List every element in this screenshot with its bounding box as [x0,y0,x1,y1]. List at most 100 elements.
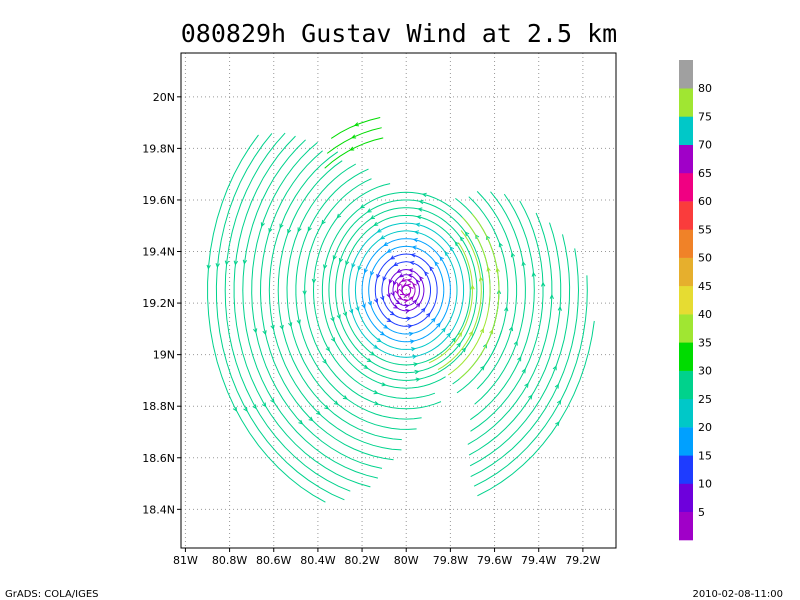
streamline [469,234,571,467]
x-tick-label: 79.6W [477,554,512,567]
streamline-arrow [459,236,465,242]
streamline-arrow [316,410,321,416]
streamline-arrow [451,337,457,343]
colorbar-label: 5 [698,506,705,519]
streamline [295,168,422,420]
colorbar-label: 55 [698,223,712,236]
streamline-arrow [376,273,381,279]
streamline [233,135,371,488]
streamline-arrow [388,279,393,285]
colorbar-box [679,201,693,230]
streamline [381,261,431,319]
streamline-arrow [380,295,385,301]
chart-title: 080829h Gustav Wind at 2.5 km [181,19,618,48]
colorbar-label: 60 [698,195,712,208]
colorbar-box [679,427,693,456]
x-tick-label: 81W [173,554,198,567]
streamline [312,183,436,399]
colorbar: 5 10 15 20 25 30 35 40 45 50 55 60 65 70 75 80 [679,60,712,541]
streamline [392,274,420,307]
streamline-arrow [369,215,375,220]
streamline-arrow [397,282,402,288]
streamline-arrow [478,276,484,282]
streamline-arrow [373,344,379,349]
colorbar-label: 10 [698,478,712,491]
streamline-arrow [554,383,559,389]
streamline-arrow [416,215,422,220]
streamline-arrow [321,219,326,225]
streamline-arrow [243,406,248,412]
streamline-arrow [311,278,317,284]
streamline-arrow [504,306,509,312]
streamline-arrow [415,222,421,227]
streamline [473,275,588,487]
streamline-arrow [417,207,423,212]
streamline-arrow [260,222,265,228]
streamline-arrow [524,382,529,388]
streamline [470,200,544,432]
streamline-arrow [508,326,514,332]
streamline-arrow [336,213,342,219]
streamline [368,245,445,335]
y-tick-label: 20N [153,91,175,104]
streamline [388,269,425,312]
colorbar-box [679,116,693,145]
plot-frame [180,52,617,549]
streamline-arrow [392,280,397,286]
footer-right: 2010-02-08-11:00 [692,589,783,600]
streamline-arrow [402,282,409,287]
streamline [396,279,416,301]
streamline-arrow [557,305,562,311]
streamline-arrow [349,146,355,151]
streamline-arrow [270,324,275,331]
colorbar-box [679,370,693,400]
y-tick-label: 18.4N [142,503,175,516]
streamline-arrow [357,265,362,271]
streamline-arrow [424,271,429,276]
streamline-arrow [297,227,302,233]
streamline-arrow [351,134,357,139]
gridlines [181,53,616,548]
streamline-arrow [383,241,389,247]
x-tick-label: 79.2W [565,554,600,567]
streamline-arrow [342,395,348,400]
streamline [476,191,518,390]
streamline-arrow [486,266,491,272]
streamline [477,320,595,497]
streamline-arrow [419,276,424,281]
streamline-arrow [353,122,359,127]
streamline-arrow [396,268,402,273]
streamline-arrow [268,227,273,234]
streamline-arrow [373,221,379,226]
streamline-arrow [407,324,413,329]
streamline-arrow [380,331,386,336]
streamline-arrow [555,421,560,427]
streamline-arrow [436,322,441,328]
colorbar-label: 30 [698,365,712,378]
streamline-arrow [429,266,434,272]
streamline-arrow [456,342,462,348]
y-tick-label: 19.2N [142,297,175,310]
x-tick-label: 80W [394,554,419,567]
streamline-arrow [261,402,267,408]
streamline-arrow [373,390,379,395]
streamline-arrow [233,260,239,266]
streamline [341,215,471,366]
streamline-arrow [331,337,336,343]
colorbar-label: 35 [698,336,712,349]
streamline-arrow [531,271,537,277]
colorbar-box [679,511,693,541]
streamline-arrow [521,260,526,267]
streamline [207,134,326,503]
streamline-arrow [405,292,411,298]
streamline-arrow [457,331,463,337]
streamline-arrow [439,256,444,262]
streamline-arrow [415,302,421,308]
streamline-arrow [418,199,424,205]
streamline-arrow [426,312,431,318]
streamline-arrow [215,263,220,269]
streamline-arrow [409,295,414,301]
streamline-arrow [345,260,350,266]
colorbar-label: 50 [698,252,712,265]
streamline-arrow [498,242,503,248]
